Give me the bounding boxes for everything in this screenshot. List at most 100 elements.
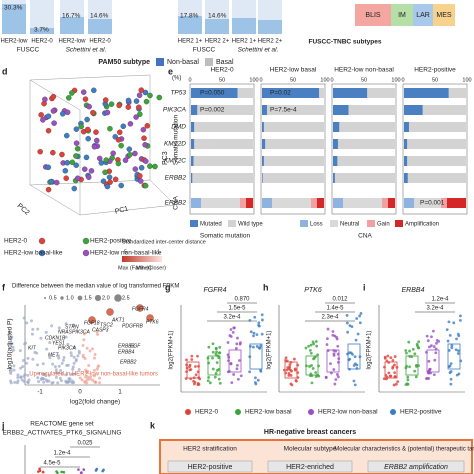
dot — [64, 335, 68, 339]
label: P=0.050 — [200, 90, 225, 97]
box — [405, 355, 419, 376]
shape — [228, 220, 236, 227]
dot — [146, 314, 154, 322]
dot — [66, 95, 72, 101]
mutated-bar — [191, 88, 238, 98]
dot — [346, 330, 350, 334]
dot — [308, 348, 312, 352]
dot — [336, 344, 340, 348]
dot — [98, 376, 102, 380]
dot — [26, 356, 30, 360]
label: 100 — [249, 77, 258, 83]
label: HER2-positive — [188, 464, 233, 471]
cna-bar — [404, 198, 466, 208]
label: 2.3e-4 — [321, 315, 339, 321]
dot — [91, 143, 98, 150]
legend-dot — [82, 249, 90, 257]
dot — [81, 344, 85, 348]
dot — [67, 379, 71, 383]
dot — [11, 345, 15, 349]
dot — [88, 377, 92, 381]
label: 100 — [320, 77, 329, 83]
dot — [18, 349, 22, 353]
dot — [425, 377, 428, 381]
dot — [38, 112, 44, 118]
dot — [22, 375, 26, 379]
dot — [415, 342, 419, 346]
wild-type-bar — [262, 105, 324, 115]
cna-gain — [240, 198, 246, 208]
box — [284, 361, 298, 379]
label: d — [2, 66, 8, 76]
dot — [337, 360, 340, 364]
label: Wild type — [238, 222, 263, 228]
dot — [35, 351, 39, 355]
label: 50 — [432, 77, 438, 83]
dot — [309, 343, 313, 347]
shape — [205, 19, 229, 34]
dot — [324, 375, 328, 379]
dot — [69, 159, 76, 166]
dot — [85, 346, 89, 350]
wild-type-bar — [333, 156, 395, 166]
cna-gain — [382, 198, 388, 208]
label: PIK3CA — [163, 107, 186, 114]
dot — [332, 352, 336, 356]
dot — [455, 373, 459, 377]
label: e — [168, 66, 173, 76]
dot — [85, 135, 91, 142]
cna-amp — [447, 198, 466, 208]
cna-loss — [191, 198, 201, 208]
cna-loss — [262, 198, 272, 208]
mutated-bar — [262, 139, 266, 149]
dot — [98, 381, 102, 385]
wild-type-bar — [191, 156, 253, 166]
dot — [60, 371, 64, 375]
dot — [85, 371, 89, 375]
dot — [259, 344, 263, 348]
shape — [2, 4, 26, 34]
label: KIT — [28, 345, 37, 351]
dot — [69, 90, 75, 96]
label: ERBB2_ACTIVATES_PTK6_SIGNALING — [3, 430, 122, 437]
label: MES — [436, 12, 452, 19]
cna-gain — [441, 198, 447, 208]
dot — [73, 140, 80, 146]
dot — [353, 362, 357, 366]
label: 1.5e-5 — [228, 306, 246, 312]
label: HER2-0 — [31, 39, 53, 45]
dot — [260, 332, 264, 336]
shape — [395, 220, 403, 227]
box — [207, 355, 221, 376]
dot — [84, 126, 91, 133]
dot — [413, 352, 417, 356]
dot — [50, 149, 56, 156]
dot — [91, 87, 97, 94]
label: FUSCC — [17, 47, 40, 54]
dot — [110, 150, 116, 157]
label: HER2-enriched — [286, 464, 334, 471]
dot — [78, 376, 82, 380]
label: ERBB4 — [402, 287, 425, 294]
dot — [73, 162, 79, 168]
wild-type-bar — [404, 105, 466, 115]
label: HER2-low basal — [245, 409, 292, 416]
label: Max (Farther) — [118, 265, 151, 271]
dot — [311, 340, 315, 344]
dot — [137, 178, 144, 184]
dot — [287, 372, 291, 375]
label: 1.2e-4 — [431, 297, 449, 303]
shape — [413, 4, 433, 26]
label: 0.025 — [77, 441, 93, 447]
label: 30.3% — [4, 5, 23, 12]
dot — [229, 328, 233, 331]
dot — [77, 367, 81, 371]
label: HER2 2+ — [205, 39, 230, 45]
dot — [325, 343, 329, 346]
cna-bar — [262, 198, 324, 208]
dot — [435, 341, 438, 345]
dot — [19, 375, 23, 379]
dot — [60, 470, 63, 474]
dot — [408, 349, 411, 353]
